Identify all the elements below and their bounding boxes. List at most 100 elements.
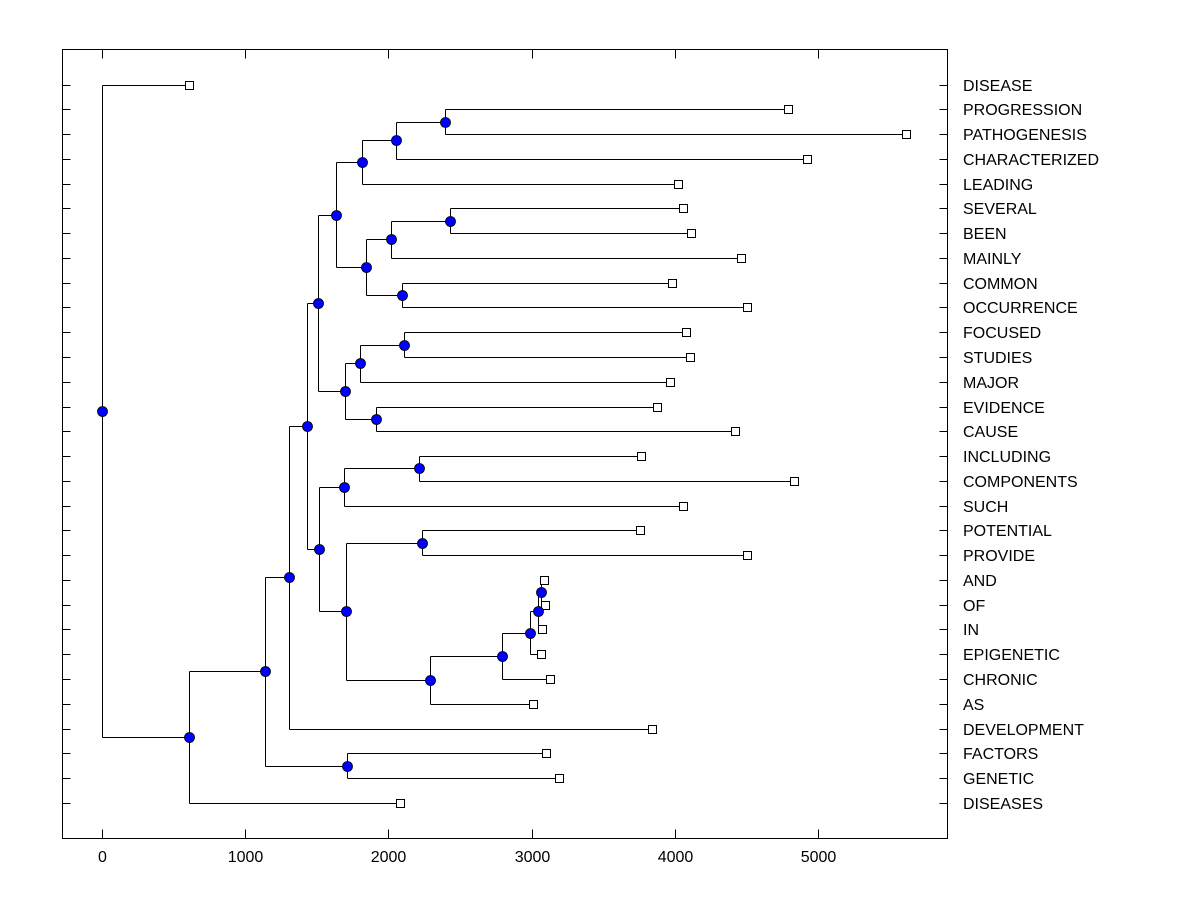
- leaf-marker: [185, 81, 194, 90]
- leaf-labels: DISEASE PROGRESSION PATHOGENESIS CHARACTERI…: [963, 78, 1099, 813]
- leaf-label: PROVIDE: [963, 548, 1035, 565]
- x-tick-label: 0: [98, 849, 107, 866]
- node-marker: [536, 587, 547, 598]
- leaf-marker: [790, 477, 799, 486]
- leaf-marker: [636, 526, 645, 535]
- leaf-marker: [540, 576, 549, 585]
- node-marker: [533, 606, 544, 617]
- node-marker: [399, 340, 410, 351]
- leaf-label: INCLUDING: [963, 449, 1051, 466]
- leaf-markers: [185, 81, 911, 808]
- leaf-label: IN: [963, 622, 979, 639]
- node-marker: [341, 606, 352, 617]
- node-marker: [284, 572, 295, 583]
- x-axis-ticks: [102, 49, 819, 839]
- node-marker: [361, 262, 372, 273]
- leaf-marker: [668, 279, 677, 288]
- leaf-marker: [731, 427, 740, 436]
- leaf-label: EVIDENCE: [963, 400, 1045, 417]
- leaf-label: GENETIC: [963, 771, 1034, 788]
- node-marker: [260, 666, 271, 677]
- x-tick-label: 3000: [515, 849, 551, 866]
- leaf-marker: [679, 204, 688, 213]
- node-marker: [525, 628, 536, 639]
- leaf-marker: [529, 700, 538, 709]
- plot-frame: [62, 49, 948, 839]
- leaf-label: DISEASE: [963, 78, 1032, 95]
- leaf-label: BEEN: [963, 226, 1007, 243]
- leaf-label: OCCURRENCE: [963, 300, 1078, 317]
- node-marker: [417, 538, 428, 549]
- leaf-label: CHARACTERIZED: [963, 152, 1099, 169]
- node-marker: [314, 544, 325, 555]
- leaf-label: COMMON: [963, 276, 1038, 293]
- leaf-marker: [784, 105, 793, 114]
- node-marker: [184, 732, 195, 743]
- leaf-marker: [546, 675, 555, 684]
- node-marker: [391, 135, 402, 146]
- x-tick-label: 5000: [801, 849, 837, 866]
- node-marker: [386, 234, 397, 245]
- leaf-marker: [648, 725, 657, 734]
- node-marker: [440, 117, 451, 128]
- leaf-marker: [666, 378, 675, 387]
- leaf-ticks: [62, 85, 948, 804]
- leaf-label: COMPONENTS: [963, 474, 1078, 491]
- leaf-label: FOCUSED: [963, 325, 1041, 342]
- leaf-marker: [737, 254, 746, 263]
- leaf-marker: [679, 502, 688, 511]
- leaf-label: POTENTIAL: [963, 523, 1052, 540]
- leaf-marker: [803, 155, 812, 164]
- leaf-label: FACTORS: [963, 746, 1038, 763]
- leaf-marker: [542, 749, 551, 758]
- leaf-marker: [555, 774, 564, 783]
- leaf-marker: [538, 625, 547, 634]
- leaf-marker: [396, 799, 405, 808]
- x-tick-label: 2000: [371, 849, 407, 866]
- node-marker: [340, 386, 351, 397]
- leaf-marker: [674, 180, 683, 189]
- node-marker: [497, 651, 508, 662]
- node-marker: [302, 421, 313, 432]
- leaf-label: STUDIES: [963, 350, 1032, 367]
- node-marker: [331, 210, 342, 221]
- leaf-marker: [902, 130, 911, 139]
- leaf-label: PATHOGENESIS: [963, 127, 1087, 144]
- node-marker: [339, 482, 350, 493]
- node-marker: [425, 675, 436, 686]
- node-marker: [371, 414, 382, 425]
- node-marker: [414, 463, 425, 474]
- leaf-label: SEVERAL: [963, 201, 1037, 218]
- x-axis-tick-labels: 0 1000 2000 3000 4000 5000: [98, 849, 836, 866]
- leaf-label: DEVELOPMENT: [963, 722, 1084, 739]
- leaf-label: CHRONIC: [963, 672, 1038, 689]
- tree-edges: [102, 85, 907, 804]
- leaf-marker: [687, 229, 696, 238]
- node-markers: [97, 117, 547, 772]
- leaf-label: AS: [963, 697, 984, 714]
- leaf-marker: [743, 551, 752, 560]
- leaf-label: OF: [963, 598, 985, 615]
- leaf-label: DISEASES: [963, 796, 1043, 813]
- leaf-marker: [743, 303, 752, 312]
- leaf-label: MAJOR: [963, 375, 1019, 392]
- node-marker: [342, 761, 353, 772]
- x-tick-label: 4000: [658, 849, 694, 866]
- leaf-label: AND: [963, 573, 997, 590]
- leaf-label: MAINLY: [963, 251, 1022, 268]
- leaf-marker: [682, 328, 691, 337]
- leaf-label: SUCH: [963, 499, 1008, 516]
- leaf-marker: [537, 650, 546, 659]
- leaf-label: CAUSE: [963, 424, 1018, 441]
- node-marker: [313, 298, 324, 309]
- leaf-label: EPIGENETIC: [963, 647, 1060, 664]
- node-marker: [97, 406, 108, 417]
- leaf-label: LEADING: [963, 177, 1033, 194]
- leaf-marker: [653, 403, 662, 412]
- x-tick-label: 1000: [228, 849, 264, 866]
- leaf-marker: [637, 452, 646, 461]
- leaf-label: PROGRESSION: [963, 102, 1082, 119]
- leaf-marker: [541, 601, 550, 610]
- node-marker: [445, 216, 456, 227]
